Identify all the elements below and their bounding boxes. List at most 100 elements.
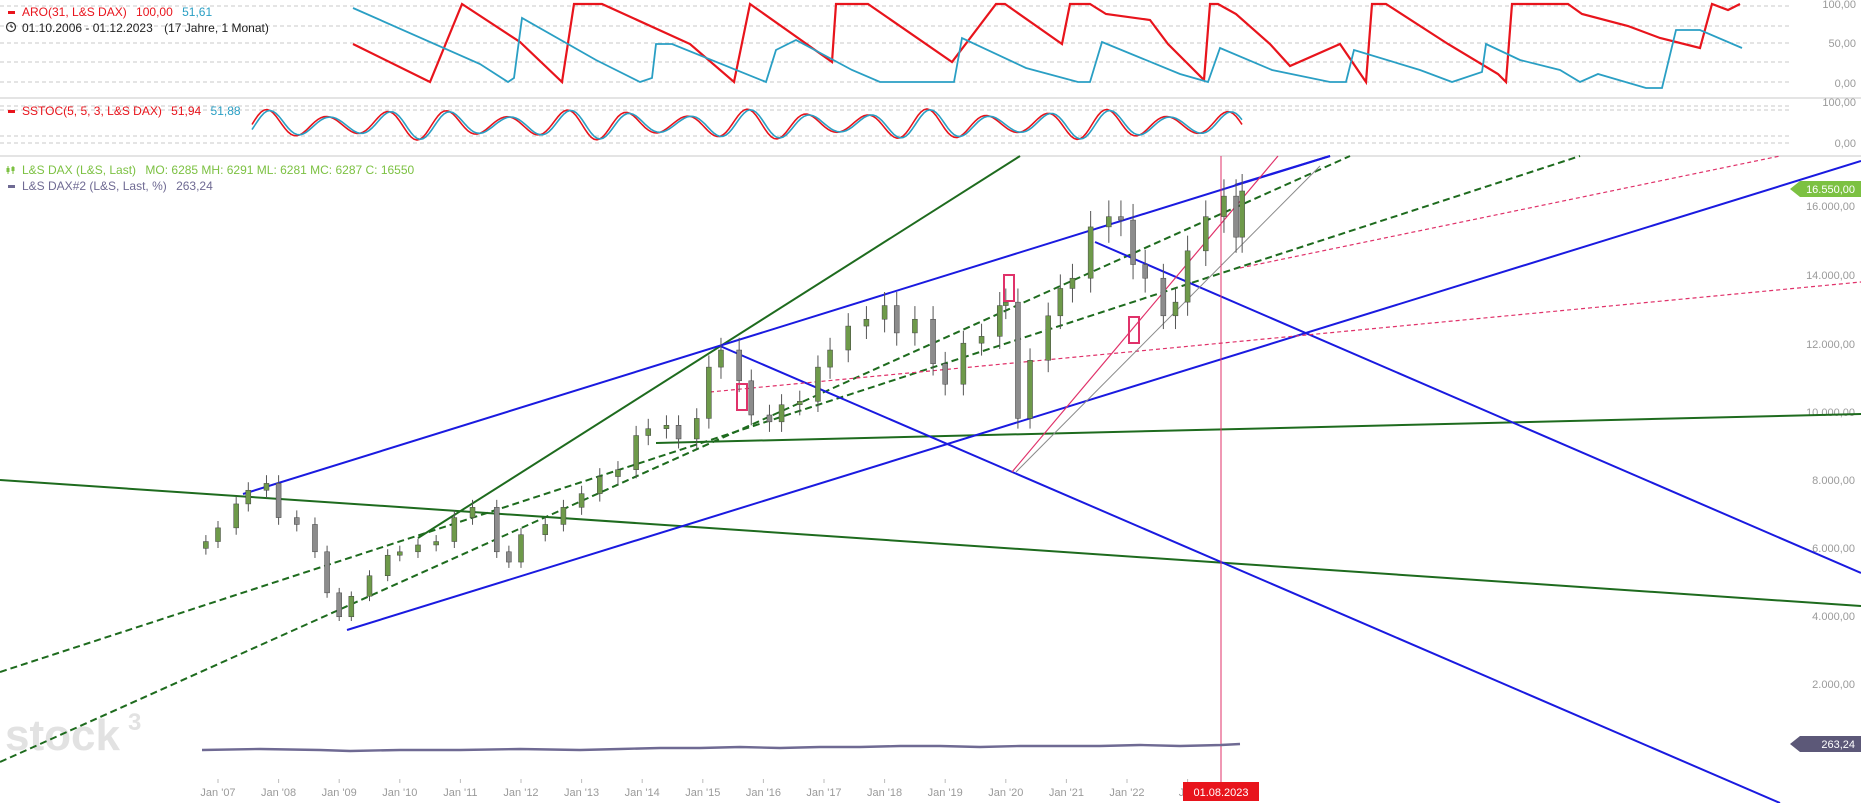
svg-text:01.08.2023: 01.08.2023: [1193, 787, 1248, 799]
y-tick: 6.000,00: [1812, 543, 1855, 555]
x-tick-label: Jan '08: [261, 787, 296, 799]
period-range: 01.10.2006 - 01.12.2023: [22, 21, 153, 35]
x-axis: Jan '07 Jan '08 Jan '09 Jan '10 Jan '11 Jan '…: [200, 779, 1196, 799]
stoch-value-k: 51,94: [171, 104, 201, 118]
grey-steep-line: [1015, 165, 1321, 473]
pink-dash-lower: [709, 281, 1861, 393]
trendline-blue-down-1: [719, 345, 1781, 804]
crosshair-date-badge: 01.08.2023: [1183, 782, 1259, 801]
x-tick-label: Jan '07: [200, 787, 235, 799]
y-tick: 8.000,00: [1812, 475, 1855, 487]
y-tick: 2.000,00: [1812, 679, 1855, 691]
stoch-legend-swatch: [8, 110, 15, 113]
x-tick-label: Jan '20: [988, 787, 1023, 799]
candle-body: [827, 349, 833, 368]
aro-down-line: [352, 7, 1743, 89]
candle-body: [797, 401, 803, 405]
trendlines: [0, 155, 1861, 804]
x-tick-label: Jan '18: [867, 787, 902, 799]
candle-body: [542, 524, 548, 535]
watermark-superscript: 3: [128, 709, 141, 736]
candle-body: [215, 527, 221, 542]
pct-legend-swatch: [8, 185, 15, 188]
candle-body: [930, 318, 936, 364]
candle-body: [633, 435, 639, 470]
candle-body: [1184, 250, 1191, 303]
candle-body: [693, 418, 700, 440]
x-tick-label: Jan '17: [806, 787, 841, 799]
aro-panel: 100,00 50,00 0,00 ARO(31, L&S DAX) 100,0…: [0, 0, 1856, 90]
candle-body: [336, 592, 342, 618]
x-tick-label: Jan '15: [685, 787, 720, 799]
candle-body: [718, 349, 724, 368]
pct-line: [201, 742, 1241, 753]
highlight-box: [1128, 316, 1140, 344]
candle-body: [1087, 226, 1094, 279]
candle-body: [245, 489, 252, 505]
candle-body: [1003, 301, 1009, 306]
trendline-blue-short: [1234, 155, 1331, 186]
stoch-legend: SSTOC(5, 5, 3, L&S DAX) 51,94 51,88: [22, 104, 241, 118]
candle-body: [996, 305, 1003, 337]
trendline-blue-lower: [346, 160, 1861, 631]
candle-body: [560, 507, 567, 525]
candle-body: [1172, 301, 1179, 317]
candle-body: [1203, 216, 1209, 252]
candle-body: [433, 541, 439, 546]
main-legend-name: L&S DAX (L&S, Last): [22, 163, 136, 177]
candle-body: [645, 428, 652, 436]
aro-tick: 0,00: [1835, 78, 1856, 90]
candle-body: [1160, 277, 1167, 317]
candle-body: [597, 476, 603, 494]
main-legend: L&S DAX (L&S, Last) MO: 6285 MH: 6291 ML…: [22, 163, 415, 177]
pink-dash-upper: [1239, 155, 1781, 269]
pct-legend-name: L&S DAX#2 (L&S, Last, %): [22, 179, 167, 193]
clock-icon: [5, 21, 17, 33]
last-price-badge: 16.550,00: [1790, 181, 1861, 197]
candle-body: [1057, 288, 1064, 317]
candle-body: [978, 336, 985, 344]
candle-body: [203, 541, 209, 549]
period-duration: (17 Jahre, 1 Monat): [164, 21, 269, 35]
candle-body: [960, 342, 967, 385]
candle-body: [1239, 190, 1245, 238]
channel-dash-lower: [0, 155, 1351, 763]
y-tick: 16.000,00: [1806, 201, 1855, 213]
x-tick-label: Jan '19: [928, 787, 963, 799]
aro-tick: 50,00: [1828, 38, 1856, 50]
candle-body: [578, 493, 585, 508]
candle-body: [663, 425, 670, 429]
candle-body: [312, 524, 318, 553]
stoch-panel: 100,00 0,00 SSTOC(5, 5, 3, L&S DAX) 51,9…: [0, 97, 1856, 150]
stoch-tick: 0,00: [1835, 138, 1856, 150]
candle-body: [451, 517, 458, 542]
candle-body: [469, 507, 476, 518]
x-tick-label: Jan '13: [564, 787, 599, 799]
candle-body: [1142, 264, 1148, 279]
pct-legend-value: 263,24: [176, 179, 213, 193]
candle-body: [748, 380, 755, 416]
trendline-green-flat: [655, 413, 1861, 444]
candle-body: [263, 483, 270, 491]
x-tick-label: Jan '21: [1049, 787, 1084, 799]
x-tick-label: Jan '16: [746, 787, 781, 799]
candle-body: [1069, 277, 1076, 289]
candle-body: [881, 305, 888, 320]
svg-text:263,24: 263,24: [1821, 739, 1855, 751]
y-tick: 10.000,00: [1806, 407, 1855, 419]
aro-legend: ARO(31, L&S DAX) 100,00 51,61: [22, 5, 212, 19]
period-label: 01.10.2006 - 01.12.2023 (17 Jahre, 1 Mon…: [22, 21, 269, 35]
candle-body: [893, 305, 900, 334]
y-tick: 12.000,00: [1806, 339, 1855, 351]
candle-body: [506, 551, 512, 563]
aro-value-down: 51,61: [182, 5, 212, 19]
stoch-k-line: [251, 108, 1243, 141]
candle-body: [348, 596, 355, 618]
candle-body: [1130, 219, 1136, 265]
candle-body: [1233, 195, 1239, 238]
candle-body: [706, 366, 712, 419]
trendline-blue-upper: [242, 155, 1331, 495]
candle-body: [912, 318, 918, 334]
